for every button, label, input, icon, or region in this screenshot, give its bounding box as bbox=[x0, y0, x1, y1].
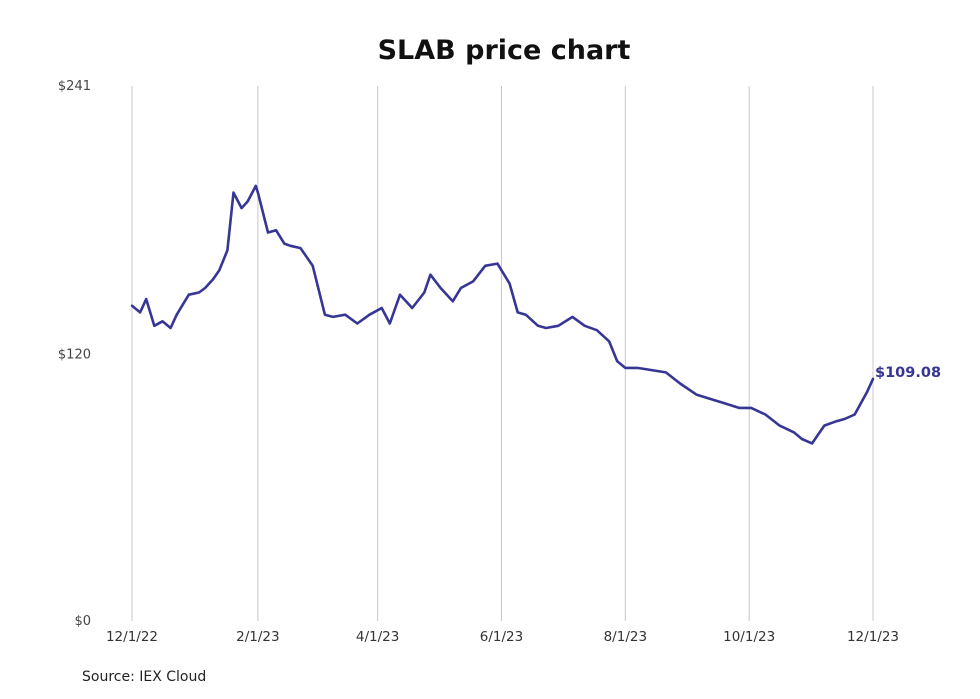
x-tick-label: 8/1/23 bbox=[604, 629, 647, 645]
x-tick-label: 10/1/23 bbox=[723, 629, 775, 645]
x-tick-label: 12/1/22 bbox=[106, 629, 158, 645]
x-tick-label: 2/1/23 bbox=[236, 629, 279, 645]
y-axis: $0 $120 $241 bbox=[58, 79, 91, 629]
source-note: Source: IEX Cloud bbox=[82, 669, 207, 685]
x-tick-label: 12/1/23 bbox=[847, 629, 899, 645]
last-price-label: $109.08 bbox=[875, 365, 941, 381]
x-tick-label: 4/1/23 bbox=[356, 629, 399, 645]
x-tick-label: 6/1/23 bbox=[480, 629, 523, 645]
grid-lines bbox=[131, 86, 874, 621]
y-tick-label: $241 bbox=[58, 79, 91, 94]
x-axis: 12/1/22 2/1/23 4/1/23 6/1/23 8/1/23 10/1/23 12… bbox=[106, 629, 899, 645]
y-tick-label: $120 bbox=[58, 348, 91, 363]
y-tick-label: $0 bbox=[74, 614, 91, 629]
price-series-line bbox=[130, 184, 875, 445]
chart-title: SLAB price chart bbox=[378, 35, 631, 66]
